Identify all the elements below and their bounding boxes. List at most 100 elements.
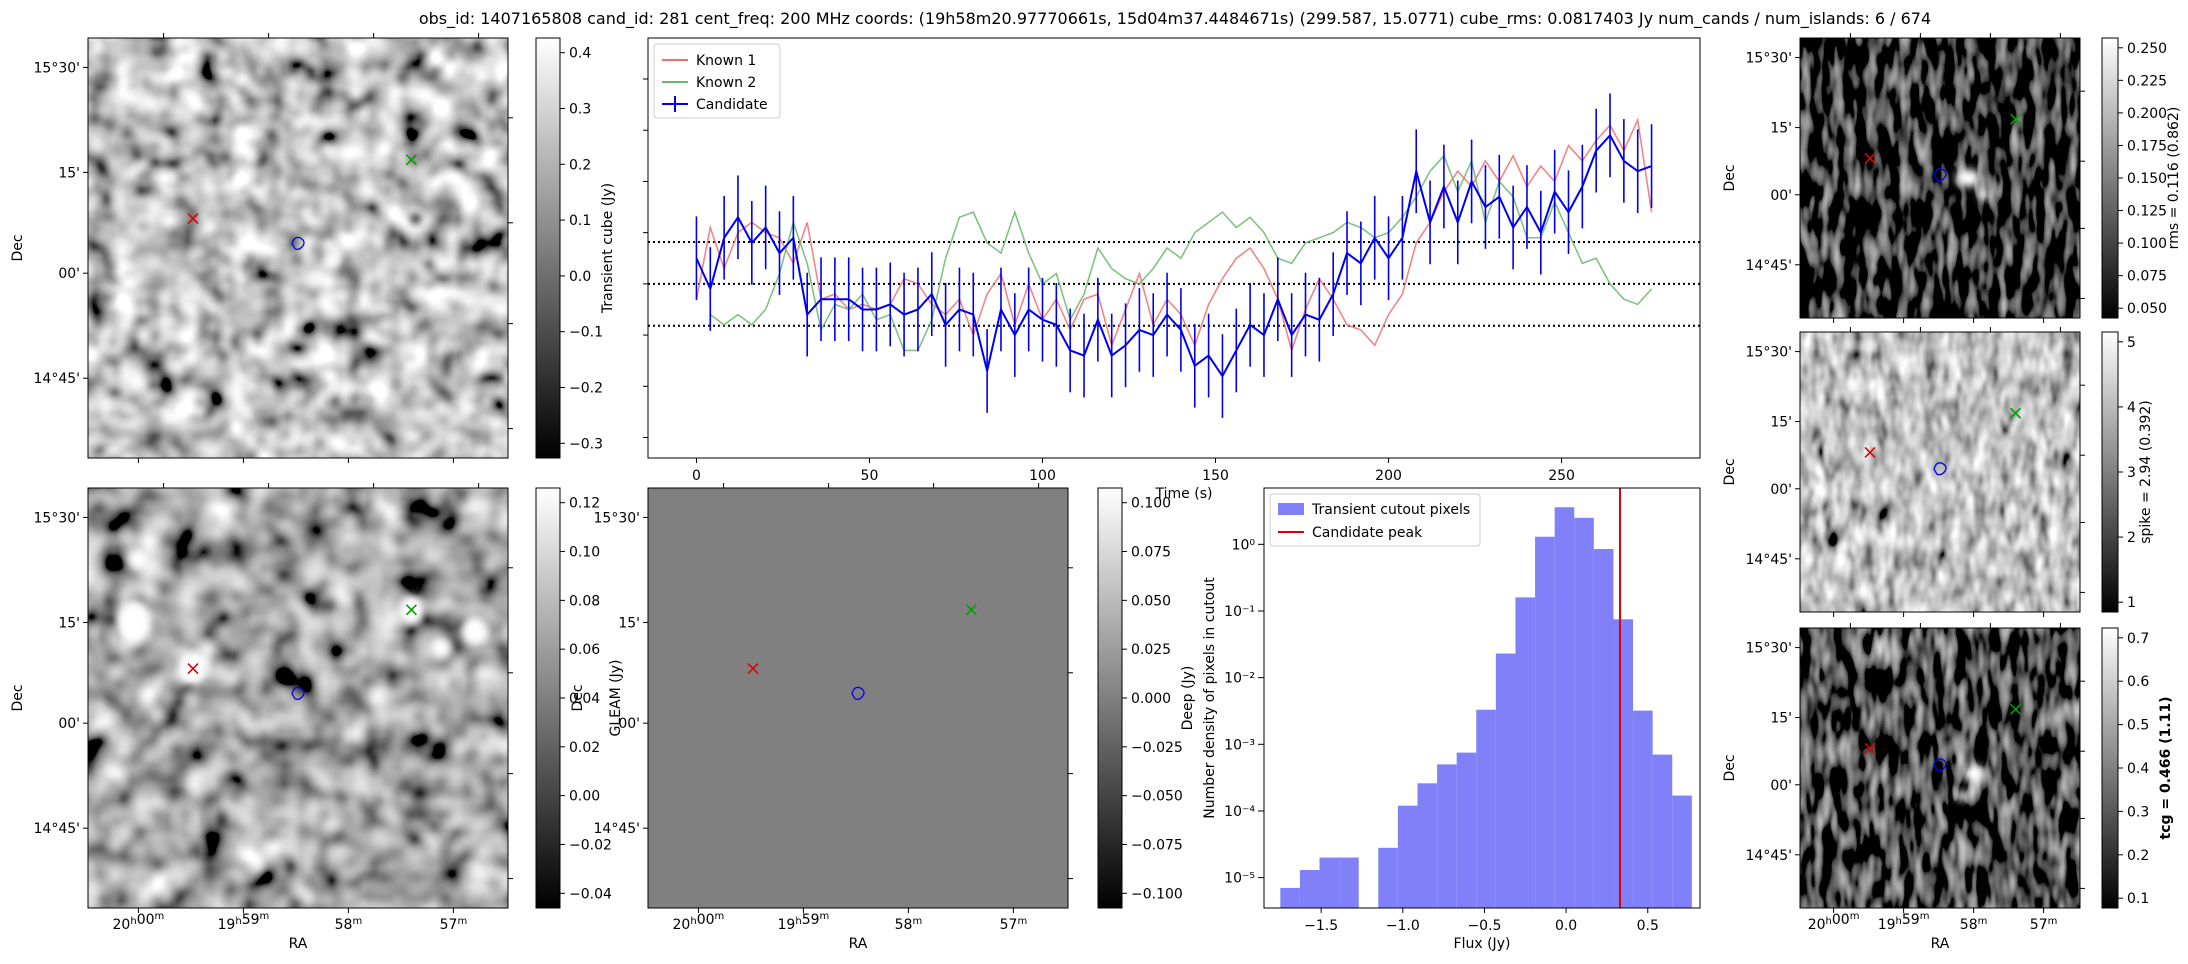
- deep-colorbar-tick-2: 0.08: [569, 593, 600, 609]
- spike-colorbar-tick-1: 4: [2127, 400, 2136, 416]
- gleam-panel-dec-tick-2: 00': [618, 716, 640, 732]
- histogram-y-tick-5: 10⁻⁵: [1224, 871, 1255, 887]
- tcg-colorbar-tick-6: 0.1: [2127, 891, 2149, 907]
- histogram-bar: [1574, 517, 1594, 908]
- deep-colorbar-tick-0: 0.12: [569, 496, 600, 512]
- image-layer: 15°30' 15' 00' 14°45' Dec 15°30' 15' 00' 14°45' D…: [10, 33, 2085, 952]
- rms-colorbar-tick-4: 0.150: [2127, 171, 2167, 187]
- gleam-panel-candidate-contour: [851, 686, 865, 701]
- transient-panel-image: [88, 38, 508, 458]
- transient-colorbar-tick-1: 0.3: [569, 102, 591, 118]
- transient-colorbar-tick-5: −0.1: [569, 325, 603, 341]
- deep-colorbar-tick-8: −0.04: [569, 886, 612, 902]
- lightcurve-x-tick-3: 150: [1202, 468, 1229, 484]
- tcg-panel-known2-marker: [2010, 703, 2022, 715]
- rms-panel-dec-tick-1: 15': [1770, 121, 1792, 137]
- chart-layer: 0 50 100 150 200 250 Time (s) Known 1 Known 2 Can…: [643, 37, 1701, 952]
- tcg-colorbar-tick-5: 0.2: [2127, 848, 2149, 864]
- transient-panel-known2-marker: [405, 154, 417, 166]
- histogram-bar: [1397, 805, 1418, 908]
- spike-panel: 15°30' 15' 00' 14°45' Dec: [1722, 327, 2085, 617]
- lightcurve-frame: [647, 37, 1701, 459]
- histogram-bar: [1515, 597, 1536, 908]
- histogram-frame: [1263, 487, 1701, 909]
- transient-panel-dec-tick-3: 14°45': [34, 371, 80, 387]
- histogram-legend-label-0: Transient cutout pixels: [1311, 502, 1470, 518]
- gleam-panel-known2-marker: [965, 604, 977, 616]
- gleam-panel-ra-tick-1: 19h59m: [778, 911, 830, 933]
- deep-colorbar-tick-4: 0.04: [569, 691, 600, 707]
- rms-colorbar-tick-8: 0.050: [2127, 301, 2167, 317]
- rms-colorbar-label: rms = 0.116 (0.862): [2166, 107, 2182, 250]
- histogram-bar: [1339, 857, 1359, 908]
- gleam-colorbar-tick-1: 0.075: [1131, 545, 1171, 561]
- histogram-bar: [1613, 619, 1634, 908]
- spike-colorbar-tick-0: 5: [2127, 335, 2136, 351]
- gleam-colorbar-tick-7: −0.075: [1131, 837, 1183, 853]
- rms-colorbar-tick-2: 0.200: [2127, 106, 2167, 122]
- histogram-bar: [1495, 653, 1516, 908]
- gleam-colorbar-tick-5: −0.025: [1131, 740, 1183, 756]
- histogram-legend-swatch-0: [1278, 503, 1304, 515]
- transient-colorbar-tick-3: 0.1: [569, 213, 591, 229]
- histogram-bar: [1535, 536, 1555, 908]
- rms-colorbar-tick-6: 0.100: [2127, 236, 2167, 252]
- histogram-bar: [1476, 709, 1496, 908]
- deep-colorbar-label: Deep (Jy): [1180, 666, 1196, 731]
- deep-colorbar-bar: [535, 487, 561, 909]
- histogram-bar: [1456, 752, 1477, 908]
- spike-panel-dec-tick-3: 14°45': [1746, 552, 1792, 568]
- transient-panel-dec-label: Dec: [10, 234, 26, 261]
- histogram-bar: [1319, 857, 1340, 908]
- spike-panel-dec-tick-2: 00': [1770, 482, 1792, 498]
- gleam-panel-ra-tick-0: 20h00m: [673, 911, 725, 933]
- deep-panel-source-3: [462, 616, 487, 645]
- deep-colorbar: 0.12 0.10 0.08 0.06 0.04 0.02 0.00 −0.02 −0.04 De…: [535, 487, 1196, 909]
- rms-panel-candidate-contour: [1933, 168, 1947, 182]
- lightcurve-legend-label-0: Known 1: [696, 53, 756, 69]
- lightcurve-x-tick-1: 50: [861, 468, 879, 484]
- histogram-bar: [1299, 870, 1320, 908]
- deep-panel-ra-tick-0: 20h00m: [113, 911, 165, 933]
- gleam-panel-ra-tick-3: 57m: [1000, 916, 1028, 933]
- lightcurve-legend-box: [653, 43, 781, 119]
- deep-panel-source-5: [128, 549, 149, 570]
- tcg-panel-ra-tick-3: 57m: [2030, 916, 2058, 933]
- transient-panel-dec-tick-0: 15°30': [34, 60, 80, 76]
- deep-colorbar-tick-3: 0.06: [569, 642, 600, 658]
- deep-panel-ra-tick-2: 58m: [335, 916, 363, 933]
- tcg-panel-dec-tick-2: 00': [1770, 778, 1792, 794]
- spike-colorbar: 5 4 3 2 1 spike = 2.94 (0.392): [2101, 331, 2154, 613]
- histogram-legend-label-1: Candidate peak: [1312, 525, 1423, 541]
- histogram-bar: [1593, 549, 1614, 908]
- rms-colorbar-tick-3: 0.175: [2127, 138, 2167, 154]
- rms-panel-image: [1800, 38, 2080, 318]
- colorbar-layer: 0.4 0.3 0.2 0.1 0.0 −0.1 −0.2 −0.3 Transient cub…: [535, 37, 2182, 909]
- spike-colorbar-tick-2: 3: [2127, 465, 2136, 481]
- histogram-y-tick-1: 10⁻¹: [1224, 604, 1255, 620]
- deep-panel-ra-tick-1: 19h59m: [218, 911, 270, 933]
- spike-panel-candidate-contour: [1933, 462, 1947, 476]
- rms-panel-known1-marker: [1864, 152, 1876, 164]
- transient-panel: 15°30' 15' 00' 14°45' Dec: [10, 33, 513, 463]
- transient-colorbar-tick-0: 0.4: [569, 46, 591, 62]
- rms-panel-source-0: [1956, 169, 1980, 187]
- tcg-colorbar-label: tcg = 0.466 (1.11): [2158, 697, 2174, 840]
- gleam-panel-known1-marker: [747, 663, 759, 675]
- transient-colorbar-tick-6: −0.2: [569, 381, 603, 397]
- gleam-colorbar-tick-0: 0.100: [1131, 496, 1171, 512]
- deep-colorbar-tick-7: −0.02: [569, 837, 612, 853]
- spike-panel-dec-label: Dec: [1722, 458, 1738, 485]
- gleam-colorbar: 0.100 0.075 0.050 0.025 0.000 −0.025 −0.050 −0.…: [608, 487, 1183, 909]
- histogram-bar: [1437, 764, 1457, 908]
- lightcurve-series-candidate: [695, 133, 1652, 378]
- tcg-panel-candidate-contour: [1933, 758, 1947, 772]
- spike-panel-known2-marker: [2010, 407, 2022, 419]
- rms-colorbar-bar: [2101, 37, 2119, 319]
- gleam-colorbar-tick-3: 0.025: [1131, 642, 1171, 658]
- transient-panel-source-1: [308, 275, 321, 288]
- tcg-panel-source-1: [1956, 791, 1969, 801]
- deep-panel-ra-label: RA: [289, 936, 308, 952]
- spike-panel-dec-tick-1: 15': [1770, 415, 1792, 431]
- lightcurve-series-known-1: [695, 117, 1653, 354]
